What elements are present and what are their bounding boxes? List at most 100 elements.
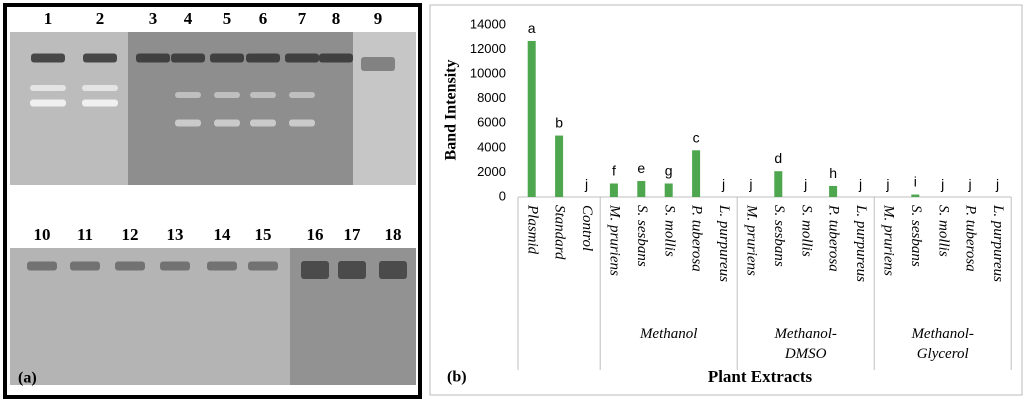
gel-band [210, 53, 244, 63]
lane-number: 18 [385, 225, 402, 244]
lane-number: 15 [255, 225, 272, 244]
significance-letter: j [940, 176, 944, 192]
y-tick-label: 4000 [477, 139, 506, 154]
gel-band [289, 92, 315, 98]
chart-frame [429, 4, 1023, 396]
gel-band [250, 92, 276, 98]
significance-letter: j [885, 176, 889, 192]
gel-band [246, 53, 280, 63]
bar [692, 150, 701, 197]
significance-letter: c [693, 129, 700, 145]
x-tick-label: S. sesbans [634, 205, 650, 267]
gel-band [30, 99, 66, 107]
significance-letter: g [665, 162, 673, 178]
significance-letter: j [803, 176, 807, 192]
gel-band [207, 261, 237, 271]
gel-band [301, 261, 329, 279]
y-tick-label: 10000 [470, 66, 506, 81]
x-tick-label: S. mollis [935, 205, 951, 257]
lane-number: 13 [167, 225, 184, 244]
y-axis-title: Band Intensity [443, 60, 460, 161]
gel-band [70, 261, 100, 271]
significance-letter: b [555, 115, 563, 131]
x-tick-label: L. purpureus [990, 204, 1006, 282]
bar [609, 183, 618, 197]
x-tick-label: S. mollis [798, 205, 814, 257]
gel-band [171, 53, 205, 63]
bar [911, 194, 920, 197]
bar [555, 135, 564, 197]
gel-strip [353, 32, 416, 185]
lane-number: 4 [184, 9, 193, 28]
y-tick-label: 8000 [477, 90, 506, 105]
significance-letter: j [584, 176, 588, 192]
gel-band [82, 85, 118, 91]
significance-letter: e [637, 160, 645, 176]
gel-band [115, 261, 145, 271]
gel-band [160, 261, 190, 271]
gel-band [83, 53, 117, 63]
gel-band [27, 261, 57, 271]
lane-number: 17 [344, 225, 362, 244]
lane-number: 11 [77, 225, 93, 244]
x-tick-label: M. pruriens [606, 204, 622, 276]
lane-number: 2 [96, 9, 105, 28]
bar [774, 171, 783, 197]
lane-number: 14 [214, 225, 232, 244]
significance-letter: f [612, 162, 616, 178]
y-tick-label: 12000 [470, 41, 506, 56]
gel-band [214, 92, 240, 98]
x-tick-label: Plasmid [524, 204, 540, 255]
panel-label: (b) [447, 369, 467, 386]
x-tick-label: M. pruriens [880, 204, 896, 276]
gel-band [214, 119, 240, 127]
y-tick-label: 6000 [477, 115, 506, 130]
group-label: Methanol-DMSO [774, 326, 837, 362]
x-tick-label: P. tuberosa [963, 204, 979, 272]
x-tick-label: Standard [552, 205, 568, 260]
lane-number: 5 [223, 9, 232, 28]
gel-band [30, 85, 66, 91]
lane-number: 1 [44, 9, 53, 28]
x-tick-label: S. sesbans [908, 205, 924, 267]
gel-strip [10, 248, 290, 385]
lane-number: 6 [259, 9, 268, 28]
lane-number: 3 [149, 9, 158, 28]
significance-letter: j [968, 176, 972, 192]
gel-band [338, 261, 366, 279]
y-tick-label: 0 [499, 188, 506, 203]
bar [527, 40, 536, 197]
lane-number: 16 [307, 225, 324, 244]
gel-band [379, 261, 407, 279]
x-tick-label: M. pruriens [743, 204, 759, 276]
gel-band [175, 92, 201, 98]
significance-letter: d [774, 150, 782, 166]
significance-letter: j [721, 176, 725, 192]
bar [664, 183, 673, 197]
significance-letter: j [858, 176, 862, 192]
lane-number: 8 [332, 9, 341, 28]
x-tick-label: L. purpureus [716, 204, 732, 282]
gel-band [82, 99, 118, 107]
lane-number: 7 [298, 9, 307, 28]
lane-number: 9 [374, 9, 383, 28]
x-tick-label: S. sesbans [771, 205, 787, 267]
significance-letter: j [995, 176, 999, 192]
x-axis-title: Plant Extracts [708, 367, 813, 386]
gel-image [10, 32, 416, 385]
significance-letter: h [829, 165, 837, 181]
significance-letter: a [528, 20, 536, 36]
gel-band [250, 119, 276, 127]
bar [637, 181, 646, 197]
x-tick-label: L. purpureus [853, 204, 869, 282]
gel-band [31, 53, 65, 63]
x-tick-label: P. tuberosa [826, 204, 842, 272]
gel-band [136, 53, 170, 63]
gel-band [285, 53, 319, 63]
lane-number: 10 [34, 225, 51, 244]
gel-band [289, 119, 315, 127]
group-label: Methanol [639, 326, 698, 342]
gel-band [361, 57, 395, 71]
